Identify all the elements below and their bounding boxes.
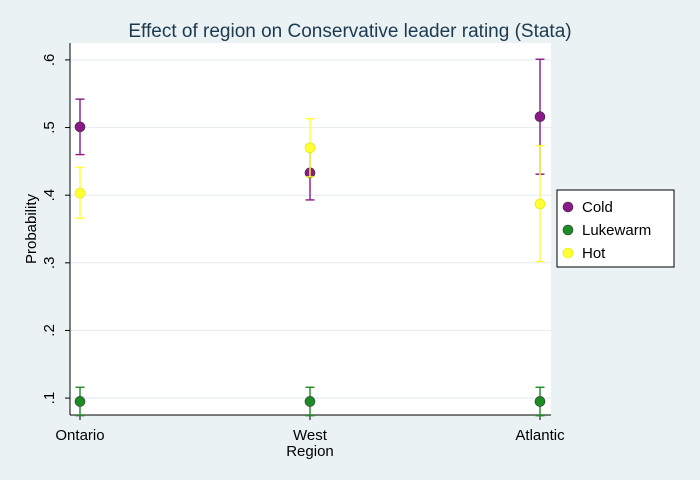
grid — [71, 59, 551, 399]
point-lukewarm-2 — [534, 396, 546, 407]
x-tick-label-2: Atlantic — [515, 427, 565, 444]
plot-background — [70, 43, 551, 415]
x-ticks: Ontario West Atlantic — [55, 415, 565, 444]
x-tick-label-1: West — [293, 427, 328, 444]
legend-label-hot: Hot — [582, 245, 606, 262]
series-lukewarm — [74, 386, 546, 417]
y-tick-label-2: .3 — [41, 257, 58, 270]
y-tick-label-3: .4 — [41, 189, 58, 202]
x-tick-label-0: Ontario — [55, 427, 104, 444]
chart-title: Effect of region on Conservative leader … — [128, 21, 571, 42]
legend-marker-lukewarm — [562, 224, 574, 236]
y-ticks: .1 .2 .3 .4 .5 .6 — [41, 54, 70, 405]
y-tick-label-5: .6 — [41, 54, 58, 67]
y-tick-label-1: .2 — [41, 324, 58, 337]
legend-marker-hot — [562, 247, 574, 259]
point-hot-2 — [534, 198, 546, 210]
point-hot-0 — [74, 187, 86, 199]
series-hot — [74, 118, 546, 263]
point-cold-0 — [74, 121, 86, 133]
legend-label-lukewarm: Lukewarm — [582, 222, 651, 239]
legend-marker-cold — [562, 201, 574, 213]
series-marks — [74, 58, 546, 417]
x-axis-label: Region — [286, 443, 334, 460]
point-lukewarm-0 — [74, 396, 86, 407]
legend: Cold Lukewarm Hot — [556, 189, 675, 268]
y-tick-label-4: .5 — [41, 121, 58, 134]
point-hot-1 — [304, 142, 316, 154]
point-lukewarm-1 — [304, 396, 316, 407]
legend-box — [556, 189, 675, 268]
point-cold-2 — [534, 111, 546, 123]
y-axis-label: Probability — [23, 193, 40, 264]
y-tick-label-0: .1 — [41, 392, 58, 405]
legend-label-cold: Cold — [582, 199, 613, 216]
